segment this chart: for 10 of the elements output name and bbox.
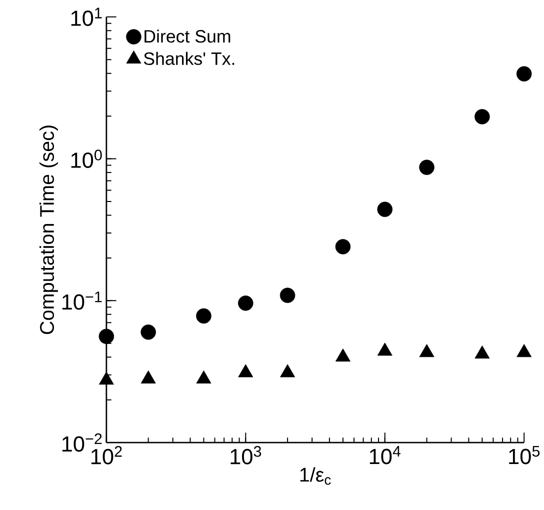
x-axis-title: 1/ε$_{c}$ [300,467,331,485]
y-tick-label: 10$^{1}$ [71,8,102,26]
y-tick-label: 10$^{−1}$ [62,291,102,310]
y-tick-label: 10$^{0}$ [71,150,102,168]
y-axis-title: Computation Time (sec) [39,126,58,334]
x-tick-label: 10$^{3}$ [230,446,262,464]
legend-label: Shanks' Tx. [144,52,234,65]
legend-label: Direct Sum [144,29,230,43]
x-tick-label: 10$^{4}$ [370,446,401,464]
x-tick-label: 10$^{5}$ [509,446,540,464]
